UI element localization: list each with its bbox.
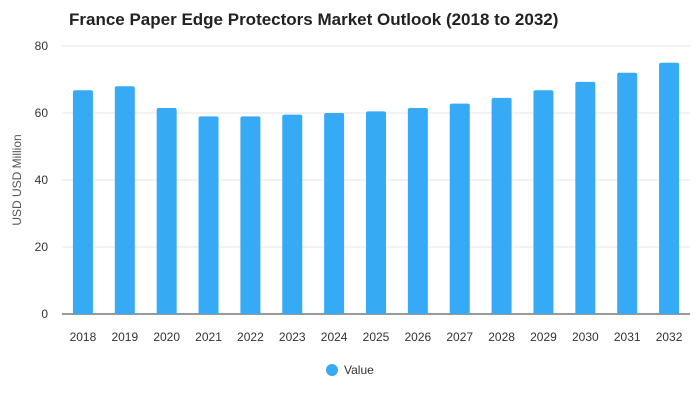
bar-2023[interactable] xyxy=(282,114,303,314)
x-tick-label: 2032 xyxy=(656,330,683,344)
bar-2018[interactable] xyxy=(72,90,93,314)
bar-2021[interactable] xyxy=(198,116,219,314)
y-tick-label: 20 xyxy=(35,240,49,254)
bar-2028[interactable] xyxy=(491,97,512,314)
bar-2031[interactable] xyxy=(617,72,638,314)
bar-2030[interactable] xyxy=(575,81,596,314)
chart-title: France Paper Edge Protectors Market Outl… xyxy=(69,10,558,29)
y-tick-label: 80 xyxy=(35,39,49,53)
x-tick-label: 2028 xyxy=(488,330,515,344)
y-tick-label: 60 xyxy=(35,106,49,120)
x-tick-label: 2031 xyxy=(614,330,641,344)
bar-2029[interactable] xyxy=(533,90,554,314)
y-tick-label: 40 xyxy=(35,173,49,187)
bar-2027[interactable] xyxy=(449,103,470,315)
bar-2025[interactable] xyxy=(366,111,386,314)
y-axis-label: USD USD Million xyxy=(10,134,24,225)
y-tick-label: 0 xyxy=(41,307,48,321)
bar-2022[interactable] xyxy=(240,116,261,314)
legend-swatch[interactable] xyxy=(326,364,338,376)
x-tick-label: 2019 xyxy=(111,330,138,344)
bar-2024[interactable] xyxy=(324,113,345,314)
x-tick-label: 2030 xyxy=(572,330,599,344)
x-tick-label: 2026 xyxy=(405,330,432,344)
bar-2032[interactable] xyxy=(659,62,680,314)
x-tick-label: 2023 xyxy=(279,330,306,344)
bar-2020[interactable] xyxy=(156,107,177,314)
x-tick-label: 2022 xyxy=(237,330,264,344)
y-axis-ticks: 0 20 40 60 80 xyxy=(35,39,49,321)
x-tick-label: 2018 xyxy=(70,330,97,344)
bar-2019[interactable] xyxy=(114,86,135,314)
legend-label[interactable]: Value xyxy=(344,363,374,377)
x-tick-label: 2027 xyxy=(446,330,473,344)
x-tick-label: 2021 xyxy=(195,330,222,344)
bars xyxy=(72,62,680,315)
x-tick-label: 2024 xyxy=(321,330,348,344)
legend[interactable]: Value xyxy=(326,363,374,377)
x-axis-ticks: 2018 2019 2020 2021 2022 2023 2024 2025 2026 2027… xyxy=(70,330,683,344)
x-tick-label: 2029 xyxy=(530,330,557,344)
x-tick-label: 2020 xyxy=(153,330,180,344)
bar-2026[interactable] xyxy=(407,107,428,314)
x-tick-label: 2025 xyxy=(363,330,390,344)
